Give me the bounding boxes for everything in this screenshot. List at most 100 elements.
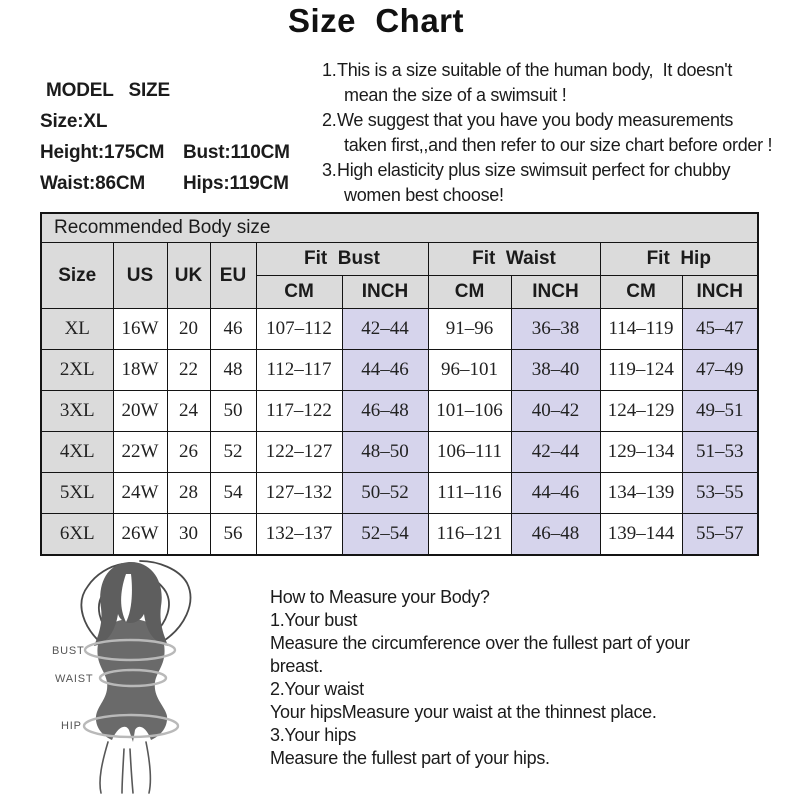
subheader-cm: CM [255,275,343,309]
table-row: 4XL 22W 26 52 122–127 48–50 106–111 42–4… [40,431,759,473]
subheader-inch: INCH [341,275,429,309]
col-header-us: US [112,242,168,309]
cell: 42–44 [341,308,429,350]
notes-list: 1. This is a size suitable of the human … [322,58,800,208]
cell: 49–51 [681,390,759,432]
cell-size: 6XL [40,513,114,556]
bust-label: BUST [52,645,85,657]
cell: 50 [209,390,257,432]
cell: 114–119 [599,308,683,350]
cell: 28 [166,472,211,514]
note-number: 1. [322,60,337,80]
table-row: 6XL 26W 30 56 132–137 52–54 116–121 46–4… [40,513,759,556]
cell: 38–40 [510,349,601,391]
cell: 20W [112,390,168,432]
cell: 52–54 [341,513,429,556]
cell: 127–132 [255,472,343,514]
table-row: 2XL 18W 22 48 112–117 44–46 96–101 38–40… [40,349,759,391]
model-info-block: MODEL SIZE Size:XL Height:175CM Bust:110… [40,80,310,195]
guide-line: 1.Your bust [270,610,358,630]
body-measure-figure: BUST WAIST HIP [38,556,270,796]
cell: 46–48 [510,513,601,556]
cell: 48–50 [341,431,429,473]
subheader-cm: CM [427,275,512,309]
cell: 44–46 [341,349,429,391]
cell: 45–47 [681,308,759,350]
hip-label: HIP [61,720,82,732]
cell: 36–38 [510,308,601,350]
cell: 55–57 [681,513,759,556]
model-hips: Hips:119CM [183,173,289,194]
cell: 22 [166,349,211,391]
col-header-uk: UK [166,242,211,309]
cell: 50–52 [341,472,429,514]
subheader-cm: CM [599,275,683,309]
cell: 46–48 [341,390,429,432]
model-height: Height:175CM [40,142,165,163]
cell: 47–49 [681,349,759,391]
guide-line: 3.Your hips [270,725,357,745]
cell: 107–112 [255,308,343,350]
cell: 134–139 [599,472,683,514]
woman-silhouette-icon: BUST WAIST HIP [52,560,192,794]
cell: 40–42 [510,390,601,432]
cell: 124–129 [599,390,683,432]
guide-line: Measure the fullest part of your hips. [270,748,550,768]
cell: 26 [166,431,211,473]
table-row: 3XL 20W 24 50 117–122 46–48 101–106 40–4… [40,390,759,432]
note-item: 3. High elasticity plus size swimsuit pe… [322,158,800,208]
cell: 46 [209,308,257,350]
note-text: taken first,,and then refer to our size … [344,135,773,155]
col-header-size: Size [40,242,114,309]
cell-size: 5XL [40,472,114,514]
model-bust: Bust:110CM [183,142,290,163]
cell: 106–111 [427,431,512,473]
col-header-eu: EU [209,242,257,309]
cell: 26W [112,513,168,556]
table-row: XL 16W 20 46 107–112 42–44 91–96 36–38 1… [40,308,759,350]
cell: 52 [209,431,257,473]
note-text: High elasticity plus size swimsuit perfe… [337,160,731,180]
page-title: Size Chart [287,2,465,39]
guide-heading: How to Measure your Body? [270,587,490,607]
group-header-bust: Fit Bust [255,242,429,276]
cell: 119–124 [599,349,683,391]
cell-size: 3XL [40,390,114,432]
model-size-value: Size:XL [40,111,108,132]
cell: 116–121 [427,513,512,556]
measure-guide: How to Measure your Body? 1.Your bust Me… [270,586,770,770]
cell: 122–127 [255,431,343,473]
model-info-heading: MODEL SIZE [46,80,170,101]
waist-label: WAIST [55,673,93,685]
cell: 24 [166,390,211,432]
cell: 101–106 [427,390,512,432]
note-number: 2. [322,110,337,130]
cell: 132–137 [255,513,343,556]
cell: 91–96 [427,308,512,350]
cell: 117–122 [255,390,343,432]
subheader-inch: INCH [681,275,759,309]
model-waist: Waist:86CM [40,173,145,194]
cell-size: 4XL [40,431,114,473]
cell: 111–116 [427,472,512,514]
note-item: 2. We suggest that you have you body mea… [322,108,800,158]
subheader-inch: INCH [510,275,601,309]
note-text: mean the size of a swimsuit ! [344,85,567,105]
cell: 51–53 [681,431,759,473]
note-number: 3. [322,160,337,180]
cell: 24W [112,472,168,514]
cell: 16W [112,308,168,350]
cell: 139–144 [599,513,683,556]
note-text: women best choose! [344,185,504,205]
note-text: This is a size suitable of the human bod… [337,60,733,80]
table-caption: Recommended Body size [40,212,759,243]
cell: 54 [209,472,257,514]
guide-line: breast. [270,656,323,676]
cell-size: 2XL [40,349,114,391]
cell: 22W [112,431,168,473]
model-measurements: Height:175CM Bust:110CM Waist:86CM Hips:… [40,142,310,195]
cell: 112–117 [255,349,343,391]
cell: 53–55 [681,472,759,514]
cell: 44–46 [510,472,601,514]
cell: 20 [166,308,211,350]
